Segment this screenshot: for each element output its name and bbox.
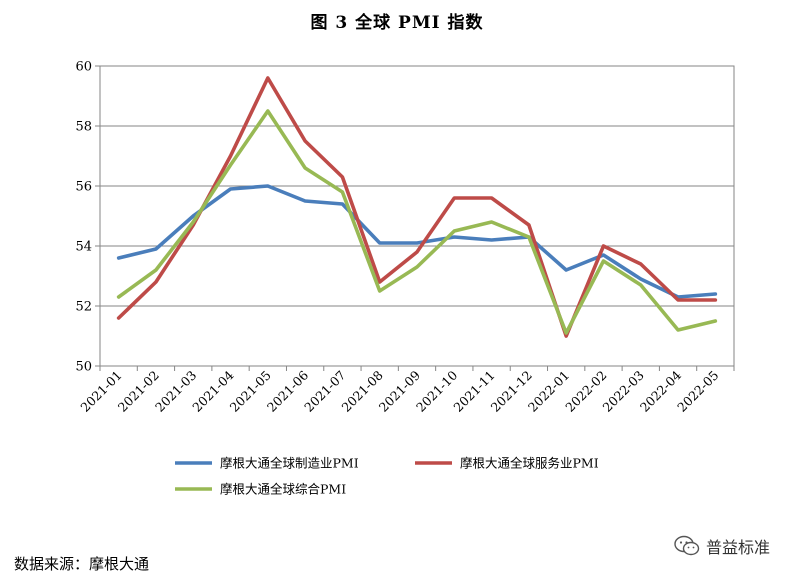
y-tick-label: 56 — [75, 180, 92, 195]
legend-label: 摩根大通全球综合PMI — [220, 482, 346, 497]
legend-label: 摩根大通全球服务业PMI — [460, 456, 599, 471]
series-line-1 — [116, 184, 718, 299]
y-tick-label: 60 — [75, 60, 92, 75]
chart-title: 图 3 全球 PMI 指数 — [310, 13, 484, 33]
y-tick-label: 52 — [75, 300, 92, 315]
source-note: 数据来源：摩根大通 — [14, 555, 150, 573]
y-tick-label: 58 — [75, 120, 92, 135]
x-axis-ticks: 2021-012021-022021-032021-042021-052021-… — [77, 366, 735, 415]
watermark: 普益标准 — [674, 534, 770, 558]
y-tick-label: 50 — [75, 360, 92, 375]
grid-lines — [100, 125, 734, 307]
x-tick-label: 2022-05 — [674, 368, 721, 415]
y-tick-label: 54 — [75, 240, 92, 255]
legend-label: 摩根大通全球制造业PMI — [220, 456, 359, 471]
series-line-2 — [116, 76, 718, 338]
y-axis-ticks: 50 52 54 56 58 60 — [75, 60, 100, 375]
watermark-text: 普益标准 — [705, 538, 770, 557]
plot-area-frame — [99, 65, 735, 367]
series-lines — [116, 76, 718, 338]
series-line-3 — [116, 109, 718, 335]
wechat-icon — [674, 535, 700, 556]
legend: 摩根大通全球制造业PMI 摩根大通全球服务业PMI 摩根大通全球综合PMI — [175, 456, 599, 497]
